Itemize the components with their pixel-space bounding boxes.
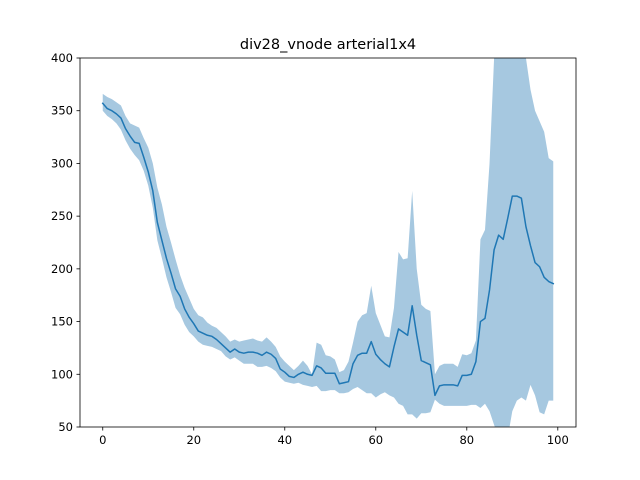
x-tick-label: 0 (99, 433, 106, 447)
y-tick-label: 350 (51, 104, 73, 118)
chart-title: div28_vnode arterial1x4 (240, 37, 416, 53)
axes-frame (79, 57, 577, 428)
y-tick-label: 150 (51, 315, 73, 329)
mean-line (101, 102, 555, 397)
x-tick-label: 40 (277, 433, 292, 447)
x-tick-label: 60 (368, 433, 383, 447)
x-tick-label: 80 (459, 433, 474, 447)
axes: 0 20 40 60 80 100 50 100 150 200 250 300 350 400 (51, 51, 577, 447)
y-tick-label: 200 (51, 262, 73, 276)
confidence-band (102, 58, 554, 427)
y-tick-label: 300 (51, 156, 73, 170)
plot-area (101, 58, 555, 427)
x-tick-label: 100 (547, 433, 569, 447)
x-tick-label: 20 (186, 433, 201, 447)
y-tick-label: 250 (51, 209, 73, 223)
y-tick-label: 50 (58, 420, 73, 434)
y-tick-label: 400 (51, 51, 73, 65)
y-tick-label: 100 (51, 367, 73, 381)
